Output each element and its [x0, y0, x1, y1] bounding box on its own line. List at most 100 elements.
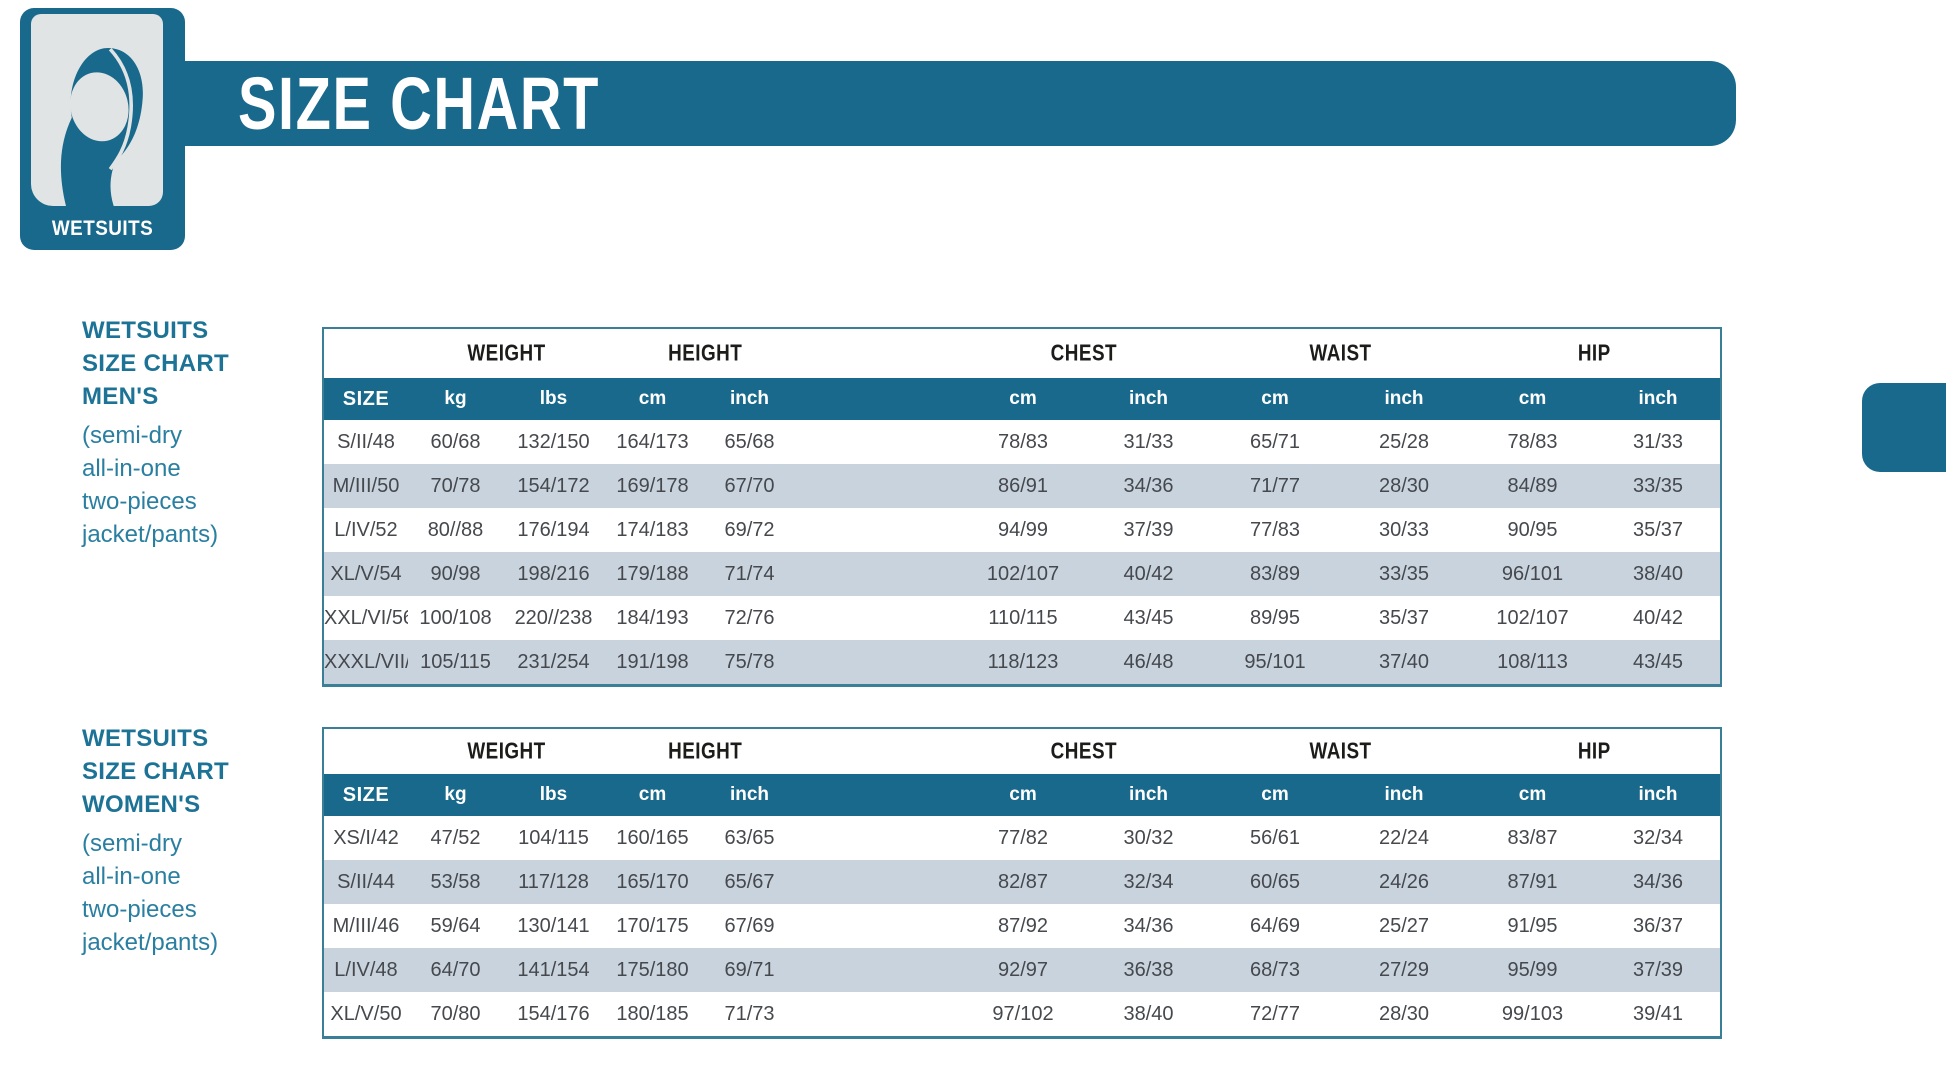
column-header-lbs: lbs: [503, 774, 604, 816]
column-header-kg: kg: [408, 774, 503, 816]
table-cell: XL/V/54: [323, 552, 408, 596]
table-cell: 71/73: [724, 1002, 775, 1025]
table-cell: 180/185: [616, 1002, 689, 1025]
table-cell: 91/95: [1507, 914, 1558, 937]
table-cell: 72/77: [1249, 1002, 1301, 1025]
column-header-cm: cm: [1469, 774, 1596, 816]
column-group-height: HEIGHT: [604, 728, 886, 774]
table-cell: 77/82: [997, 826, 1049, 849]
table-cell: 97/102: [992, 1002, 1054, 1025]
column-header-inch: inch: [1596, 378, 1722, 420]
column-header-size: SIZE: [323, 774, 408, 816]
table-cell: 94/99: [997, 518, 1049, 541]
column-group-weight: WEIGHT: [408, 728, 604, 774]
table-cell: 89/95: [1249, 606, 1301, 629]
table-cell: 25/27: [1378, 914, 1430, 937]
table-cell: 80//88: [427, 518, 484, 541]
group-label: CHEST: [1050, 738, 1117, 764]
table-row: S/II/48 60/68 132/150 164/173 65/68 78/8…: [323, 420, 1721, 464]
group-label: WEIGHT: [466, 738, 546, 764]
table-row: L/IV/48 64/70 141/154 175/180 69/71 92/9…: [323, 948, 1722, 992]
caption-line: jacket/pants): [82, 929, 219, 956]
table-cell: 69/72: [724, 518, 775, 541]
table-cell: 32/34: [1632, 826, 1684, 849]
table-cell: 34/36: [1596, 860, 1722, 904]
table-cell: 22/24: [1378, 826, 1430, 849]
table-cell: 27/29: [1339, 948, 1469, 992]
group-label: CHEST: [1050, 340, 1117, 366]
column-header-size: SIZE: [323, 378, 408, 420]
column-group-waist: WAIST: [1211, 328, 1469, 378]
table-cell: 160/165: [616, 826, 689, 849]
group-label: HEIGHT: [667, 738, 743, 764]
caption-line: WOMEN'S: [82, 791, 201, 818]
column-header-cm: cm: [886, 378, 1086, 420]
caption-line: MEN'S: [82, 383, 159, 410]
caption-line: (semi-dry: [82, 830, 182, 857]
table-cell: 141/154: [503, 948, 604, 992]
table-cell: 47/52: [430, 826, 481, 849]
table-cell: 86/91: [886, 464, 1086, 508]
table-cell: 63/65: [724, 826, 775, 849]
table-cell: 71/77: [1211, 464, 1339, 508]
table-cell: 40/42: [1086, 552, 1211, 596]
womens-table-caption: WETSUITS SIZE CHART WOMEN'S (semi-dry al…: [82, 722, 302, 959]
table-cell: XS/I/42: [333, 826, 399, 849]
table-cell: 35/37: [1632, 518, 1684, 541]
column-header-inch: inch: [701, 378, 886, 420]
column-header-kg: kg: [408, 378, 503, 420]
womens-size-table: WEIGHT HEIGHT CHEST WAIST HIP SIZE kg lb…: [322, 727, 1723, 1039]
table-cell: 90/98: [408, 552, 503, 596]
unit-header-row: SIZE kg lbs cm inch cm inch cm inch cm i…: [323, 378, 1722, 420]
page-side-tab: [1862, 383, 1946, 472]
table-cell: 70/78: [408, 464, 503, 508]
group-label: WEIGHT: [466, 340, 546, 366]
table-cell: 83/89: [1211, 552, 1339, 596]
table-cell: 231/254: [503, 640, 604, 686]
page-title: SIZE CHART: [238, 61, 600, 145]
table-cell: 198/216: [503, 552, 604, 596]
column-group-chest: CHEST: [886, 728, 1211, 774]
caption-line: all-in-one: [82, 455, 181, 482]
column-header-cm: cm: [886, 774, 1086, 816]
table-cell: 165/170: [604, 860, 701, 904]
table-row: XXXL/VII/58 105/115 231/254 191/198 75/7…: [323, 640, 1722, 686]
group-label: WAIST: [1308, 340, 1372, 366]
table-cell: 191/198: [604, 640, 701, 686]
table-cell: 104/115: [518, 826, 589, 849]
table-cell: 70/80: [430, 1002, 481, 1025]
column-header-cm: cm: [604, 774, 701, 816]
column-header-inch: inch: [1339, 774, 1469, 816]
title-banner: SIZE CHART: [150, 61, 1736, 146]
table-cell: M/III/50: [323, 464, 408, 508]
mens-size-table: WEIGHT HEIGHT CHEST WAIST HIP SIZE kg lb…: [322, 327, 1723, 687]
column-group-hip: HIP: [1469, 728, 1722, 774]
table-cell: XXL/VI/56: [324, 606, 408, 629]
table-cell: 130/141: [517, 914, 590, 937]
table-cell: 117/128: [503, 860, 604, 904]
table-cell: 154/176: [517, 1002, 590, 1025]
column-header-inch: inch: [1339, 378, 1469, 420]
group-label: HIP: [1578, 738, 1611, 764]
table-cell: 99/103: [1501, 1002, 1564, 1025]
table-cell: 31/33: [1632, 430, 1684, 453]
logo-label: WETSUITS: [51, 217, 154, 240]
table-row: L/IV/52 80//88 176/194 174/183 69/72 94/…: [323, 508, 1721, 552]
table-cell: 102/107: [1496, 606, 1569, 629]
table-cell: 46/48: [1086, 640, 1211, 686]
table-cell: 59/64: [430, 914, 481, 937]
table-cell: 67/69: [724, 914, 775, 937]
caption-line: SIZE CHART: [82, 350, 229, 377]
caption-line: WETSUITS: [82, 725, 209, 752]
column-group-hip: HIP: [1469, 328, 1722, 378]
table-cell: 37/40: [1339, 640, 1469, 686]
table-cell: 110/115: [988, 606, 1058, 629]
caption-line: all-in-one: [82, 863, 181, 890]
table-cell: 24/26: [1339, 860, 1469, 904]
column-group-weight: WEIGHT: [408, 328, 604, 378]
table-cell: 67/70: [701, 464, 886, 508]
caption-line: two-pieces: [82, 488, 197, 515]
table-cell: 30/33: [1378, 518, 1430, 541]
table-cell: 179/188: [604, 552, 701, 596]
column-group-waist: WAIST: [1211, 728, 1469, 774]
